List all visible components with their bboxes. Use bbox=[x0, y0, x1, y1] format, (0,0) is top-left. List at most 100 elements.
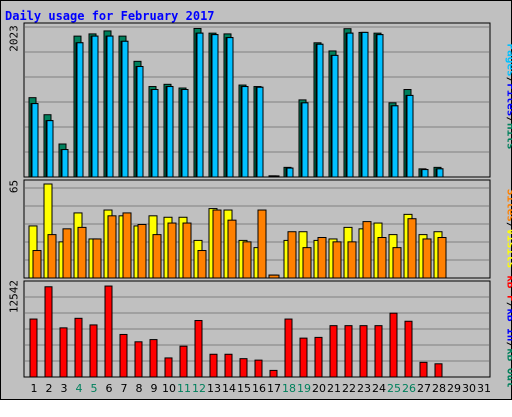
kbytes-bar bbox=[360, 326, 367, 377]
sites-bar bbox=[48, 235, 56, 278]
day-label: 23 bbox=[357, 382, 371, 395]
day-label: 20 bbox=[312, 382, 326, 395]
day-label: 16 bbox=[252, 382, 266, 395]
sites-bar bbox=[228, 220, 236, 278]
pages-bar bbox=[182, 90, 188, 177]
kbytes-bar bbox=[420, 362, 427, 377]
day-label: 1 bbox=[31, 382, 38, 395]
kbytes-bar bbox=[270, 370, 277, 377]
day-label: 25 bbox=[387, 382, 401, 395]
kbytes-bar bbox=[90, 325, 97, 377]
day-label: 10 bbox=[162, 382, 176, 395]
day-label: 8 bbox=[136, 382, 143, 395]
kbytes-bar bbox=[150, 340, 157, 377]
sites-bar bbox=[423, 239, 431, 278]
kbytes-bar bbox=[285, 319, 292, 377]
pages-bar bbox=[377, 35, 383, 177]
kbytes-bar bbox=[405, 321, 412, 377]
pages-bar bbox=[122, 41, 128, 177]
pages-bar bbox=[227, 38, 233, 177]
kbytes-bar bbox=[330, 326, 337, 377]
sites-bar bbox=[408, 219, 416, 278]
pages-bar bbox=[302, 103, 308, 177]
pages-bar bbox=[332, 55, 338, 177]
kbytes-bar bbox=[225, 354, 232, 377]
kbytes-bar bbox=[315, 337, 322, 377]
hits-bar bbox=[269, 176, 279, 177]
day-label: 3 bbox=[61, 382, 68, 395]
sites-bar bbox=[258, 210, 266, 278]
day-label: 5 bbox=[91, 382, 98, 395]
day-label: 22 bbox=[342, 382, 356, 395]
pages-bar bbox=[242, 87, 248, 177]
pages-bar bbox=[407, 95, 413, 177]
sites-bar bbox=[393, 248, 401, 278]
kbytes-bar bbox=[390, 313, 397, 377]
sites-bar bbox=[288, 232, 296, 278]
day-label: 13 bbox=[207, 382, 221, 395]
pages-bar bbox=[62, 150, 68, 177]
day-label: 7 bbox=[121, 382, 128, 395]
visits-bar bbox=[269, 275, 279, 278]
kbytes-bar bbox=[60, 328, 67, 377]
pages-bar bbox=[77, 43, 83, 177]
sites-bar bbox=[108, 216, 116, 278]
kbytes-bar bbox=[255, 360, 262, 377]
kbytes-bar bbox=[105, 286, 112, 377]
day-label: 29 bbox=[447, 382, 461, 395]
kbytes-bar bbox=[195, 321, 202, 377]
sites-bar bbox=[318, 238, 326, 278]
day-label: 2 bbox=[46, 382, 53, 395]
kbytes-bar bbox=[345, 326, 352, 377]
sites-bar bbox=[123, 213, 131, 278]
sites-bar bbox=[333, 242, 341, 278]
pages-bar bbox=[107, 36, 113, 177]
day-label: 11 bbox=[177, 382, 191, 395]
kbytes-bar bbox=[30, 319, 37, 377]
kbytes-bar bbox=[180, 346, 187, 377]
sites-bar bbox=[168, 223, 176, 278]
day-label: 17 bbox=[267, 382, 281, 395]
sites-bar bbox=[348, 242, 356, 278]
day-label: 18 bbox=[282, 382, 296, 395]
day-label: 30 bbox=[462, 382, 476, 395]
pages-bar bbox=[422, 170, 428, 177]
pages-bar bbox=[257, 87, 263, 177]
kbytes-bar bbox=[210, 354, 217, 377]
pages-bar bbox=[47, 121, 53, 177]
sites-bar bbox=[153, 235, 161, 278]
sites-bar bbox=[33, 251, 41, 278]
day-label: 4 bbox=[76, 382, 83, 395]
pages-bar bbox=[287, 168, 293, 177]
sites-bar bbox=[303, 248, 311, 278]
kbytes-bar bbox=[300, 338, 307, 377]
day-label: 26 bbox=[402, 382, 416, 395]
sites-bar bbox=[438, 238, 446, 278]
kbytes-bar bbox=[240, 359, 247, 377]
pages-bar bbox=[32, 104, 38, 177]
day-label: 12 bbox=[192, 382, 206, 395]
kbytes-bar bbox=[135, 342, 142, 377]
sites-bar bbox=[213, 210, 221, 278]
pages-bar bbox=[212, 35, 218, 177]
pages-bar bbox=[437, 169, 443, 177]
day-label: 14 bbox=[222, 382, 236, 395]
sites-bar bbox=[63, 229, 71, 278]
pages-bar bbox=[167, 87, 173, 177]
kbytes-bar bbox=[75, 318, 82, 377]
sites-bar bbox=[378, 238, 386, 278]
day-label: 9 bbox=[151, 382, 158, 395]
day-label: 15 bbox=[237, 382, 251, 395]
day-label: 24 bbox=[372, 382, 386, 395]
sites-bar bbox=[243, 242, 251, 278]
day-label: 28 bbox=[432, 382, 446, 395]
sites-bar bbox=[138, 224, 146, 278]
sites-bar bbox=[78, 227, 86, 278]
pages-bar bbox=[317, 44, 323, 177]
kbytes-bar bbox=[165, 358, 172, 377]
day-label: 27 bbox=[417, 382, 431, 395]
pages-bar bbox=[392, 106, 398, 177]
pages-bar bbox=[137, 67, 143, 177]
pages-bar bbox=[347, 33, 353, 177]
